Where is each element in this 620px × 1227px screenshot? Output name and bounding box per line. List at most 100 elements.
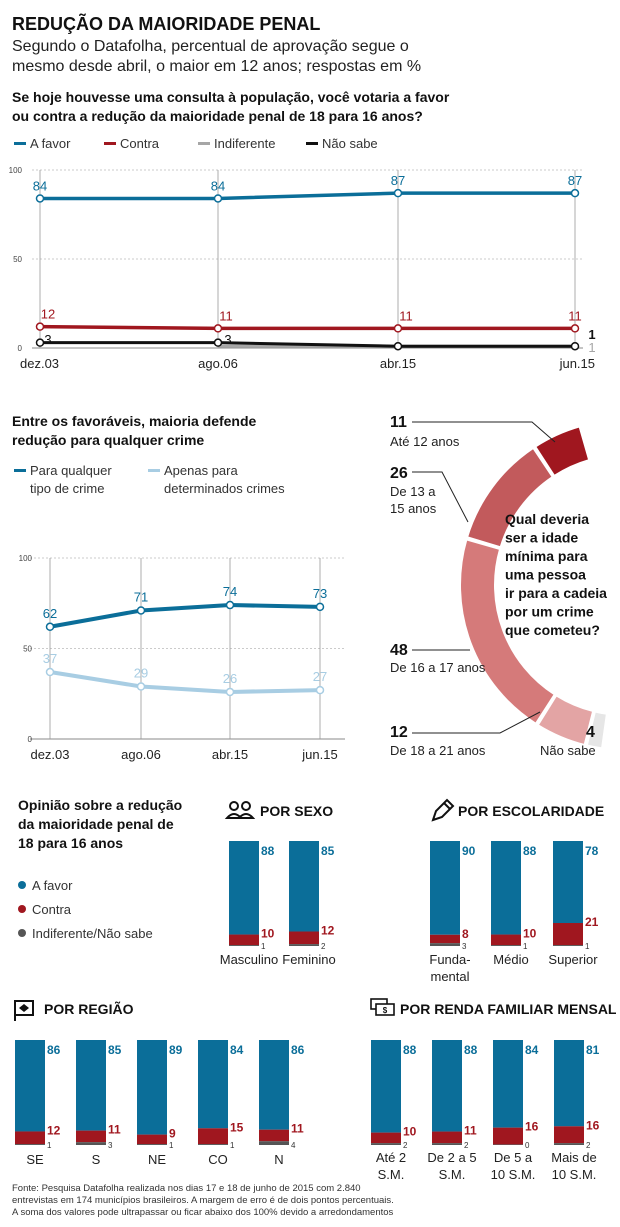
- bar-value-contra: 12: [321, 924, 335, 938]
- bar-value-indiferente: 1: [523, 942, 528, 951]
- y-tick: 50: [13, 255, 22, 264]
- donut-label-ate12: Até 12 anos: [390, 434, 460, 449]
- bar-value-contra: 8: [462, 927, 469, 941]
- data-label: 74: [223, 584, 237, 599]
- data-label: 27: [313, 669, 327, 684]
- x-tick-label: dez.03: [30, 747, 69, 762]
- footer-line-1: Fonte: Pesquisa Datafolha realizada nos …: [12, 1183, 361, 1194]
- data-point: [213, 324, 223, 333]
- y-tick: 100: [9, 166, 23, 175]
- data-label: 37: [43, 651, 57, 666]
- bar-category-label: De 5 a: [494, 1150, 533, 1165]
- legend-label-1: Contra: [120, 136, 160, 151]
- bar-value-afavor: 81: [586, 1043, 600, 1057]
- bar-value-afavor: 86: [291, 1043, 305, 1057]
- data-point: [136, 606, 146, 615]
- bar-contra: [289, 931, 319, 945]
- legend-swatch-3: [306, 142, 318, 145]
- bar-afavor: [432, 1040, 462, 1132]
- bar-value-afavor: 84: [230, 1043, 244, 1057]
- bar-value-indiferente: 3: [462, 942, 467, 951]
- bar-category-label: De 2 a 5: [427, 1150, 476, 1165]
- bar-value-contra: 16: [525, 1120, 539, 1134]
- donut-question-line: ser a idade: [505, 530, 578, 546]
- bar-value-contra: 12: [47, 1123, 61, 1137]
- legend-qualquer-line-1: Para qualquer: [30, 463, 112, 478]
- bar-value-afavor: 86: [47, 1043, 61, 1057]
- subtitle-line-2: mesmo desde abril, o maior em 12 anos; r…: [12, 58, 421, 75]
- legend-swatch-determinados: [148, 469, 160, 472]
- bar-category-label: Masculino: [220, 952, 279, 967]
- bar-value-indiferente: 1: [230, 1141, 235, 1150]
- bar-value-indiferente: 2: [321, 942, 326, 951]
- donut-value-16a17: 48: [390, 642, 408, 659]
- bar-category-label: S.M.: [439, 1167, 466, 1182]
- legend-dot-contra: [18, 905, 26, 913]
- bar-afavor: [229, 841, 259, 935]
- bar-indiferente: [229, 945, 259, 946]
- bar-category-label: S: [92, 1152, 101, 1167]
- series-line-3: [40, 341, 575, 348]
- leader-line: [412, 711, 541, 734]
- data-point: [570, 188, 580, 198]
- bar-afavor: [198, 1040, 228, 1129]
- donut-value-naosabe: 4: [586, 724, 595, 741]
- data-point: [35, 322, 45, 331]
- bar-contra: [554, 1126, 584, 1144]
- bar-category-label: CO: [208, 1152, 228, 1167]
- data-point: [213, 194, 223, 203]
- donut-question-line: mínima para: [505, 548, 588, 564]
- bar-category-label: SE: [26, 1152, 44, 1167]
- bar-value-indiferente: 1: [169, 1141, 174, 1150]
- bar-afavor: [15, 1040, 45, 1132]
- data-point: [393, 341, 403, 351]
- bar-contra: [430, 934, 460, 944]
- footer-line-3: A soma dos valores pode ultrapassar ou f…: [12, 1207, 394, 1218]
- por-renda-title: POR RENDA FAMILIAR MENSAL: [400, 1001, 617, 1017]
- bar-afavor: [491, 841, 521, 935]
- bar-contra: [432, 1131, 462, 1144]
- bar-afavor: [76, 1040, 106, 1131]
- data-point: [570, 324, 580, 333]
- bar-value-contra: 10: [403, 1125, 417, 1139]
- favorable-line-chart: 100 50 0 dez.03 ago.06 abr.15 jun.15 62 71 74 73 37…: [19, 554, 345, 762]
- data-label: 1: [588, 327, 595, 342]
- bar-contra: [259, 1129, 289, 1142]
- bar-value-indiferente: 1: [261, 942, 266, 951]
- bar-value-indiferente: 2: [586, 1141, 591, 1150]
- legend-label-0: A favor: [30, 136, 71, 151]
- bar-value-indiferente: 3: [108, 1141, 113, 1150]
- series-line-1: [49, 670, 321, 694]
- donut-question-line: uma pessoa: [505, 567, 586, 583]
- por-regiao-header: POR REGIÃO: [14, 1000, 134, 1021]
- donut-slice-0: [533, 425, 591, 478]
- por-escolaridade-header: POR ESCOLARIDADE: [431, 798, 604, 822]
- donut-question-line: ir para a cadeia: [505, 585, 607, 601]
- data-point: [315, 602, 325, 612]
- data-point: [45, 622, 55, 632]
- legend-swatch-1: [104, 142, 116, 145]
- bar-indiferente: [259, 1141, 289, 1145]
- legend-label-3: Não sabe: [322, 136, 378, 151]
- pencil-icon: [431, 798, 455, 822]
- donut-slice-3: [536, 693, 595, 747]
- opinion-title-line-1: Opinião sobre a redução: [18, 797, 182, 813]
- bar-value-indiferente: 4: [291, 1141, 296, 1150]
- data-label: 12: [41, 307, 55, 322]
- bar-value-contra: 11: [108, 1123, 121, 1137]
- bar-value-afavor: 88: [403, 1043, 417, 1057]
- people-icon: [224, 801, 256, 819]
- bar-afavor: [289, 841, 319, 932]
- subtitle-line-1: Segundo o Datafolha, percentual de aprov…: [12, 38, 409, 55]
- x-tick-label: abr.15: [212, 747, 248, 762]
- series-line-0: [40, 191, 575, 201]
- data-label: 87: [391, 173, 405, 188]
- bar-value-contra: 16: [586, 1118, 600, 1132]
- bar-category-label: N: [274, 1152, 283, 1167]
- bar-value-indiferente: 2: [403, 1141, 408, 1150]
- por-renda-header: $ POR RENDA FAMILIAR MENSAL: [370, 998, 617, 1017]
- bar-indiferente: [137, 1144, 167, 1145]
